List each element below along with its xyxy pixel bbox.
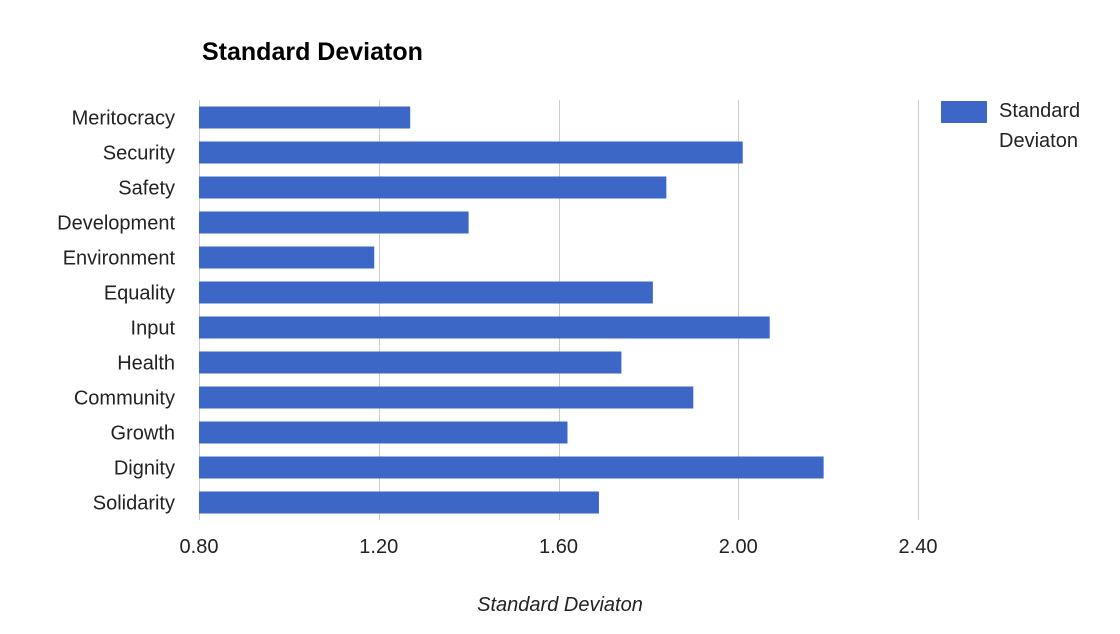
bar[interactable] [199,421,568,444]
x-tick-label: 2.00 [719,536,758,558]
bar[interactable] [199,491,599,514]
bar[interactable] [199,351,622,374]
category-label: Environment [63,248,176,270]
bar[interactable] [199,106,411,129]
category-label: Health [117,353,175,375]
x-tick-label: 1.60 [539,536,578,558]
x-tick-label: 1.20 [359,536,398,558]
category-label: Community [74,388,175,410]
bar[interactable] [199,141,743,164]
category-label: Security [103,143,175,165]
category-label: Development [57,213,175,235]
category-label: Growth [111,423,175,445]
legend-swatch [941,101,987,123]
bar[interactable] [199,316,770,339]
bar[interactable] [199,176,667,199]
category-label: Input [131,318,176,340]
legend[interactable]: Standard Deviaton [941,100,1080,152]
bar[interactable] [199,281,653,304]
category-label: Safety [118,178,175,200]
x-tick-labels: 0.80 1.20 1.60 2.00 2.40 [180,536,938,558]
bar[interactable] [199,456,824,479]
category-label: Equality [104,283,175,305]
category-labels: Meritocracy Security Safety Development Envi… [57,108,175,515]
gridlines [199,100,919,520]
bar[interactable] [199,246,375,269]
bar[interactable] [199,386,694,409]
category-label: Dignity [114,458,175,480]
legend-label: Standard Deviaton [999,100,1080,152]
x-tick-label: 0.80 [180,536,219,558]
bars [199,106,824,514]
chart-title: Standard Deviaton [202,38,423,66]
category-label: Meritocracy [72,108,175,130]
x-axis-title: Standard Deviaton [477,594,643,616]
x-tick-label: 2.40 [899,536,938,558]
category-label: Solidarity [93,493,175,515]
bar[interactable] [199,211,469,234]
